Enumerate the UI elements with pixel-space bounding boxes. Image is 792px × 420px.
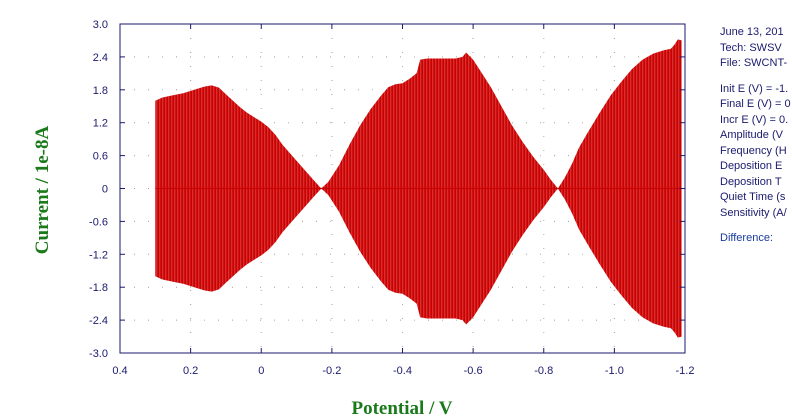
info-amplitude: Amplitude (V [720,129,783,141]
x-tick-label: -0.2 [322,365,341,377]
y-tick-label: 2.4 [93,52,108,64]
info-final-e: Final E (V) = 0 [720,98,791,110]
info-difference: Difference: [720,232,773,244]
x-axis-title: Potential / V [352,398,453,419]
x-tick-label: -1.2 [676,365,695,377]
x-tick-label: -0.8 [534,365,553,377]
y-tick-label: 1.8 [93,85,108,97]
info-deposition-e: Deposition E [720,160,783,172]
info-frequency: Frequency (H [720,144,787,157]
signal-trace [155,24,682,353]
info-quiet-time: Quiet Time (s [720,191,786,203]
info-init-e: Init E (V) = -1. [720,82,789,95]
y-axis-ticks: 3.0 2.4 1.8 1.2 0.6 0 -0.6 -1.2 -1.8 -2.4 -3.0 [89,19,685,360]
info-deposition-t: Deposition T [720,175,782,188]
y-axis-title: Current / 1e-8A [32,126,53,255]
info-incr-e: Incr E (V) = 0. [720,113,789,126]
info-sensitivity: Sensitivity (A/ [720,206,787,219]
info-technique: Tech: SWSV [720,41,782,54]
y-tick-label: -1.8 [89,282,108,294]
y-tick-label: 0 [102,184,108,196]
x-tick-label: -1.0 [605,365,624,377]
x-tick-label: -0.6 [464,365,483,377]
y-tick-label: -1.2 [89,249,108,261]
y-tick-label: -3.0 [89,348,108,360]
x-tick-label: 0.4 [112,365,127,377]
x-tick-label: 0 [258,365,264,377]
info-file: File: SWCNT- [720,57,788,69]
parameter-panel: June 13, 201 Tech: SWSV File: SWCNT- Ini… [720,25,792,247]
y-tick-label: 0.6 [93,151,108,163]
x-tick-label: -0.4 [393,365,412,377]
y-tick-label: 1.2 [93,118,108,130]
y-tick-label: -0.6 [89,216,108,228]
info-date: June 13, 201 [720,26,784,38]
x-axis-ticks: 0.4 0.2 0 -0.2 -0.4 -0.6 -0.8 -1.0 -1.2 [112,24,694,377]
y-tick-label: 3.0 [93,19,108,31]
y-tick-label: -2.4 [89,315,108,327]
x-tick-label: 0.2 [183,365,198,377]
